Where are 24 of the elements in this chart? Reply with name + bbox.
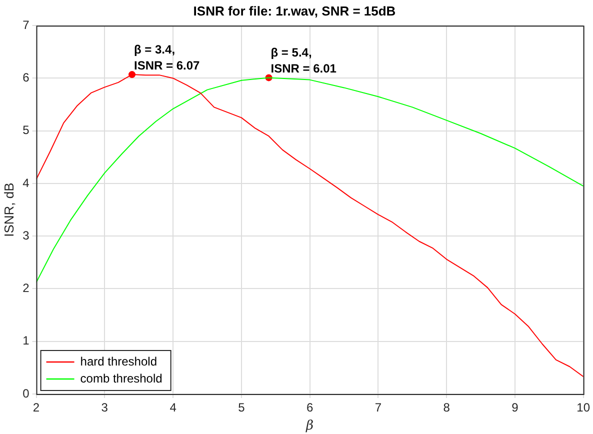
x-tick-label: 5 [238,400,246,415]
x-tick-label: 7 [374,400,382,415]
x-tick-label: 6 [306,400,314,415]
y-tick-label: 1 [22,334,30,348]
y-tick-label: 0 [22,386,30,400]
annotation: β = 5.4, ISNR = 6.01 [270,46,337,76]
legend-label: hard threshold [80,354,157,368]
annotation: β = 3.4, ISNR = 6.07 [134,42,200,73]
x-tick-label: 3 [101,400,108,415]
y-tick-label: 5 [22,123,30,138]
y-axis-title: ISNR, dB [1,182,16,237]
x-tick-label: 9 [512,400,519,415]
y-tick-label: 2 [22,281,30,296]
legend-label: comb threshold [80,371,162,386]
x-tick-label: 4 [170,400,177,415]
x-tick-label: 8 [443,400,450,415]
y-tick-label: 7 [22,18,30,32]
chart-title: ISNR for file: 1r.wav, SNR = 15dB [193,3,396,18]
y-tick-label: 3 [22,228,30,242]
y-tick-label: 6 [22,70,30,85]
x-tick-label: 2 [32,400,40,415]
x-axis-title: β [305,418,314,434]
y-tick-label: 4 [22,176,30,190]
x-tick-label: 10 [576,400,590,415]
